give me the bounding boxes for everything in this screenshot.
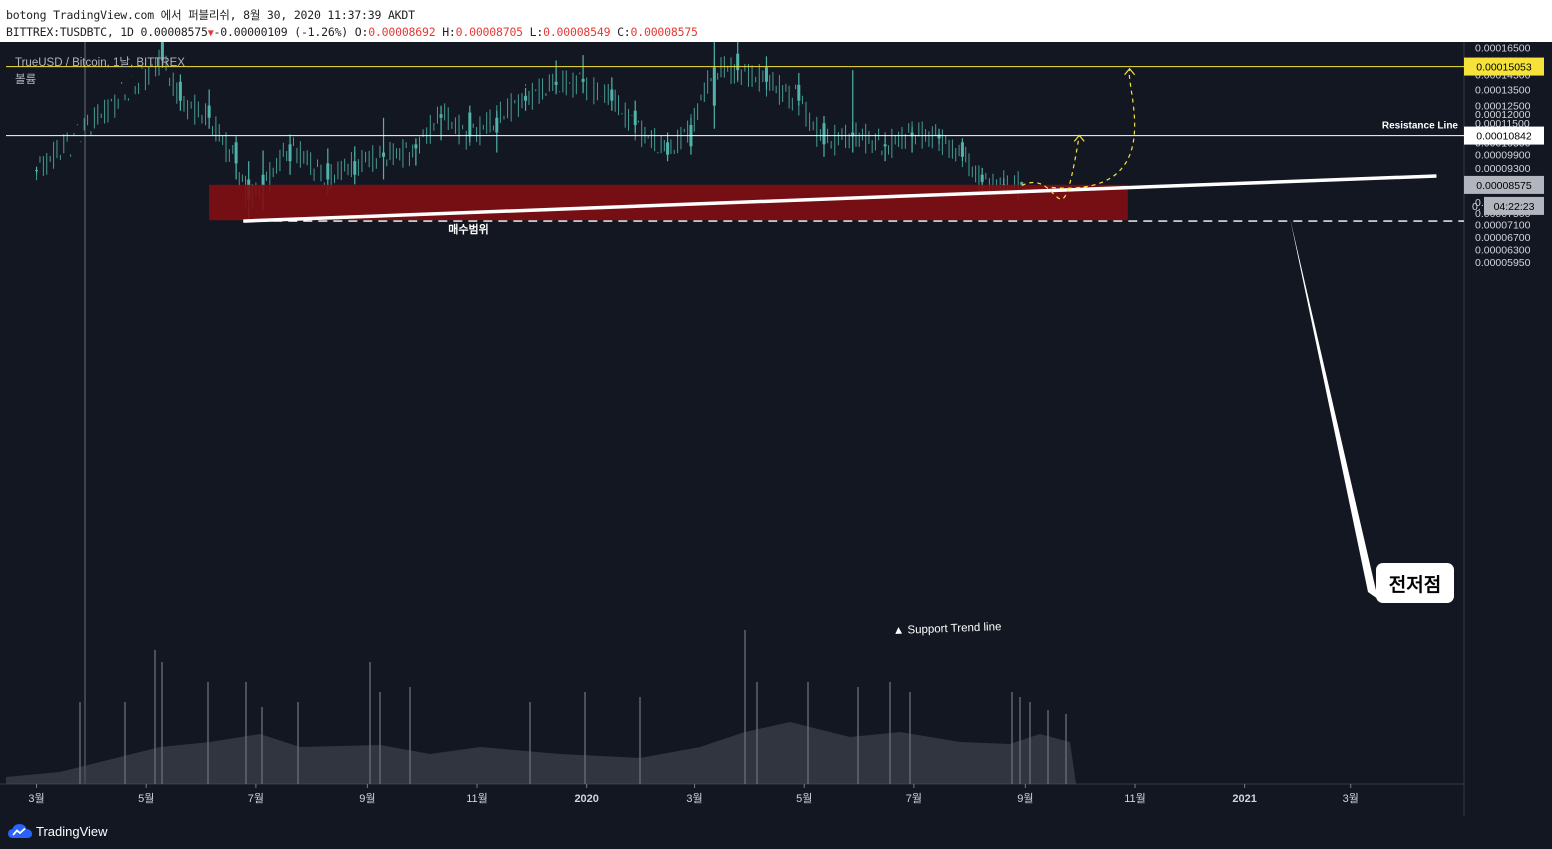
candle-body — [610, 89, 614, 101]
candle-body — [797, 84, 801, 101]
x-tick-label: 5월 — [796, 792, 812, 805]
price-badge — [1464, 126, 1544, 145]
candle — [797, 72, 801, 106]
candle-body — [414, 144, 418, 149]
candle — [764, 56, 768, 90]
y-tick-label: 0.00005950 — [1475, 257, 1531, 269]
y-tick-label: 0.00006700 — [1475, 232, 1531, 244]
y-tick-label: 0.00007100 — [1475, 220, 1531, 232]
x-tick-label: 7월 — [248, 792, 264, 805]
close-value: 0.00008575 — [630, 25, 698, 39]
publish-info: botong TradingView.com 에서 퍼블리쉬, 8월 30, 2… — [6, 8, 415, 22]
x-tick-label: 11월 — [1124, 792, 1146, 805]
open-label: O: — [354, 25, 369, 39]
x-tick-label: 5월 — [138, 792, 154, 805]
x-tick-label: 2021 — [1232, 793, 1256, 805]
ohlc-summary: BITTREX:TUSDBTC, 1D 0.00008575▼-0.000001… — [6, 25, 698, 39]
close-label: C: — [617, 25, 631, 39]
y-tick-label: 0.00012500 — [1475, 101, 1531, 113]
candle-body — [439, 114, 443, 118]
down-triangle-icon: ▼ — [207, 28, 214, 39]
resistance-line-label: Resistance Line — [1382, 121, 1459, 132]
x-tick-label: 7월 — [906, 792, 922, 805]
candle — [851, 70, 855, 153]
x-tick-label: 9월 — [359, 792, 375, 805]
tradingview-brand: TradingView — [36, 823, 108, 839]
low-value: 0.00008549 — [543, 25, 611, 39]
candle-body — [524, 95, 528, 101]
high-value: 0.00008705 — [455, 25, 523, 39]
y-tick-label: 0.00013500 — [1475, 84, 1531, 96]
x-tick-label: 3월 — [686, 792, 702, 805]
y-tick-label: 0.00016500 — [1475, 42, 1531, 54]
x-tick-label: 3월 — [1343, 792, 1359, 805]
candle-body — [234, 142, 238, 164]
projection-curve-2 — [1051, 68, 1136, 189]
candle-body — [937, 134, 941, 139]
y-tick-label: 0.00006300 — [1475, 245, 1531, 257]
publish-header: botong TradingView.com 에서 퍼블리쉬, 8월 30, 2… — [0, 0, 1552, 42]
y-tick-label: 0. — [1472, 201, 1481, 213]
tradingview-logo[interactable]: TradingView — [7, 822, 108, 840]
candle-body — [736, 53, 740, 71]
open-value: 0.00008692 — [368, 25, 436, 39]
candle-body — [495, 117, 499, 133]
projection-arrowhead-1 — [1073, 134, 1085, 142]
chart-background — [0, 42, 1552, 816]
price-badge-value: 0.00010842 — [1476, 131, 1532, 143]
candle-body — [1020, 182, 1024, 185]
candle-body — [851, 132, 855, 137]
plot-layer: 매수범위 Resistance Line ▲ Support Trend line — [6, 42, 1464, 784]
buy-zone-box — [209, 184, 1128, 221]
x-tick-label: 9월 — [1017, 792, 1033, 805]
x-tick-label: 11월 — [466, 792, 488, 805]
price-badge — [1464, 57, 1544, 76]
candle-body — [764, 67, 768, 82]
y-tick-label: 0.00009300 — [1475, 163, 1531, 175]
price-badge — [1484, 196, 1544, 215]
candle-body — [712, 67, 716, 106]
candle-body — [261, 174, 265, 187]
projection-arrowhead-2 — [1124, 67, 1136, 76]
callout-pointer — [1290, 218, 1378, 599]
candle-body — [822, 123, 826, 145]
low-label: L: — [529, 25, 544, 39]
projection-curve-1 — [1021, 135, 1080, 200]
y-tick-label: 0.00009900 — [1475, 150, 1531, 162]
volume-legend-label: 볼륨 — [15, 73, 36, 86]
candle — [960, 138, 964, 162]
price-chart[interactable]: 매수범위 Resistance Line ▲ Support Trend line 전… — [0, 42, 1552, 816]
y-tick-label: 0.00012000 — [1475, 109, 1531, 121]
candle-body — [353, 161, 357, 175]
price-badge-value: 0.00015053 — [1476, 62, 1532, 74]
x-tick-label: 2020 — [574, 793, 598, 805]
chart-legend-title: TrueUSD / Bitcoin, 1날, BITTREX — [15, 56, 185, 69]
callout-box — [1376, 563, 1454, 603]
price-badge-value: 04:22:23 — [1494, 201, 1535, 213]
price-badge — [1464, 175, 1544, 194]
candle — [524, 87, 528, 111]
candle — [712, 42, 716, 129]
x-tick-label: 3월 — [28, 792, 44, 805]
candle-body — [633, 110, 637, 126]
candle-body — [883, 144, 887, 147]
price-badge-value: 0.00008575 — [1476, 180, 1532, 192]
support-trend-label: ▲ Support Trend line — [893, 621, 1002, 637]
candle-body — [468, 112, 472, 137]
support-trend-line — [243, 174, 1437, 223]
prior-low-label: 전저점 — [1389, 574, 1441, 596]
candle — [610, 77, 614, 111]
candle-body — [960, 142, 964, 157]
footer-bar: TradingView — [0, 816, 1552, 849]
chart-area[interactable]: 매수범위 Resistance Line ▲ Support Trend line 전… — [0, 42, 1552, 816]
change-value: -0.00000109 (-1.26%) — [213, 25, 349, 39]
buy-zone-label: 매수범위 — [448, 222, 488, 236]
symbol-label: BITTREX:TUSDBTC, 1D 0.00008575 — [6, 25, 208, 39]
high-label: H: — [442, 25, 456, 39]
tradingview-cloud-icon — [8, 824, 32, 838]
